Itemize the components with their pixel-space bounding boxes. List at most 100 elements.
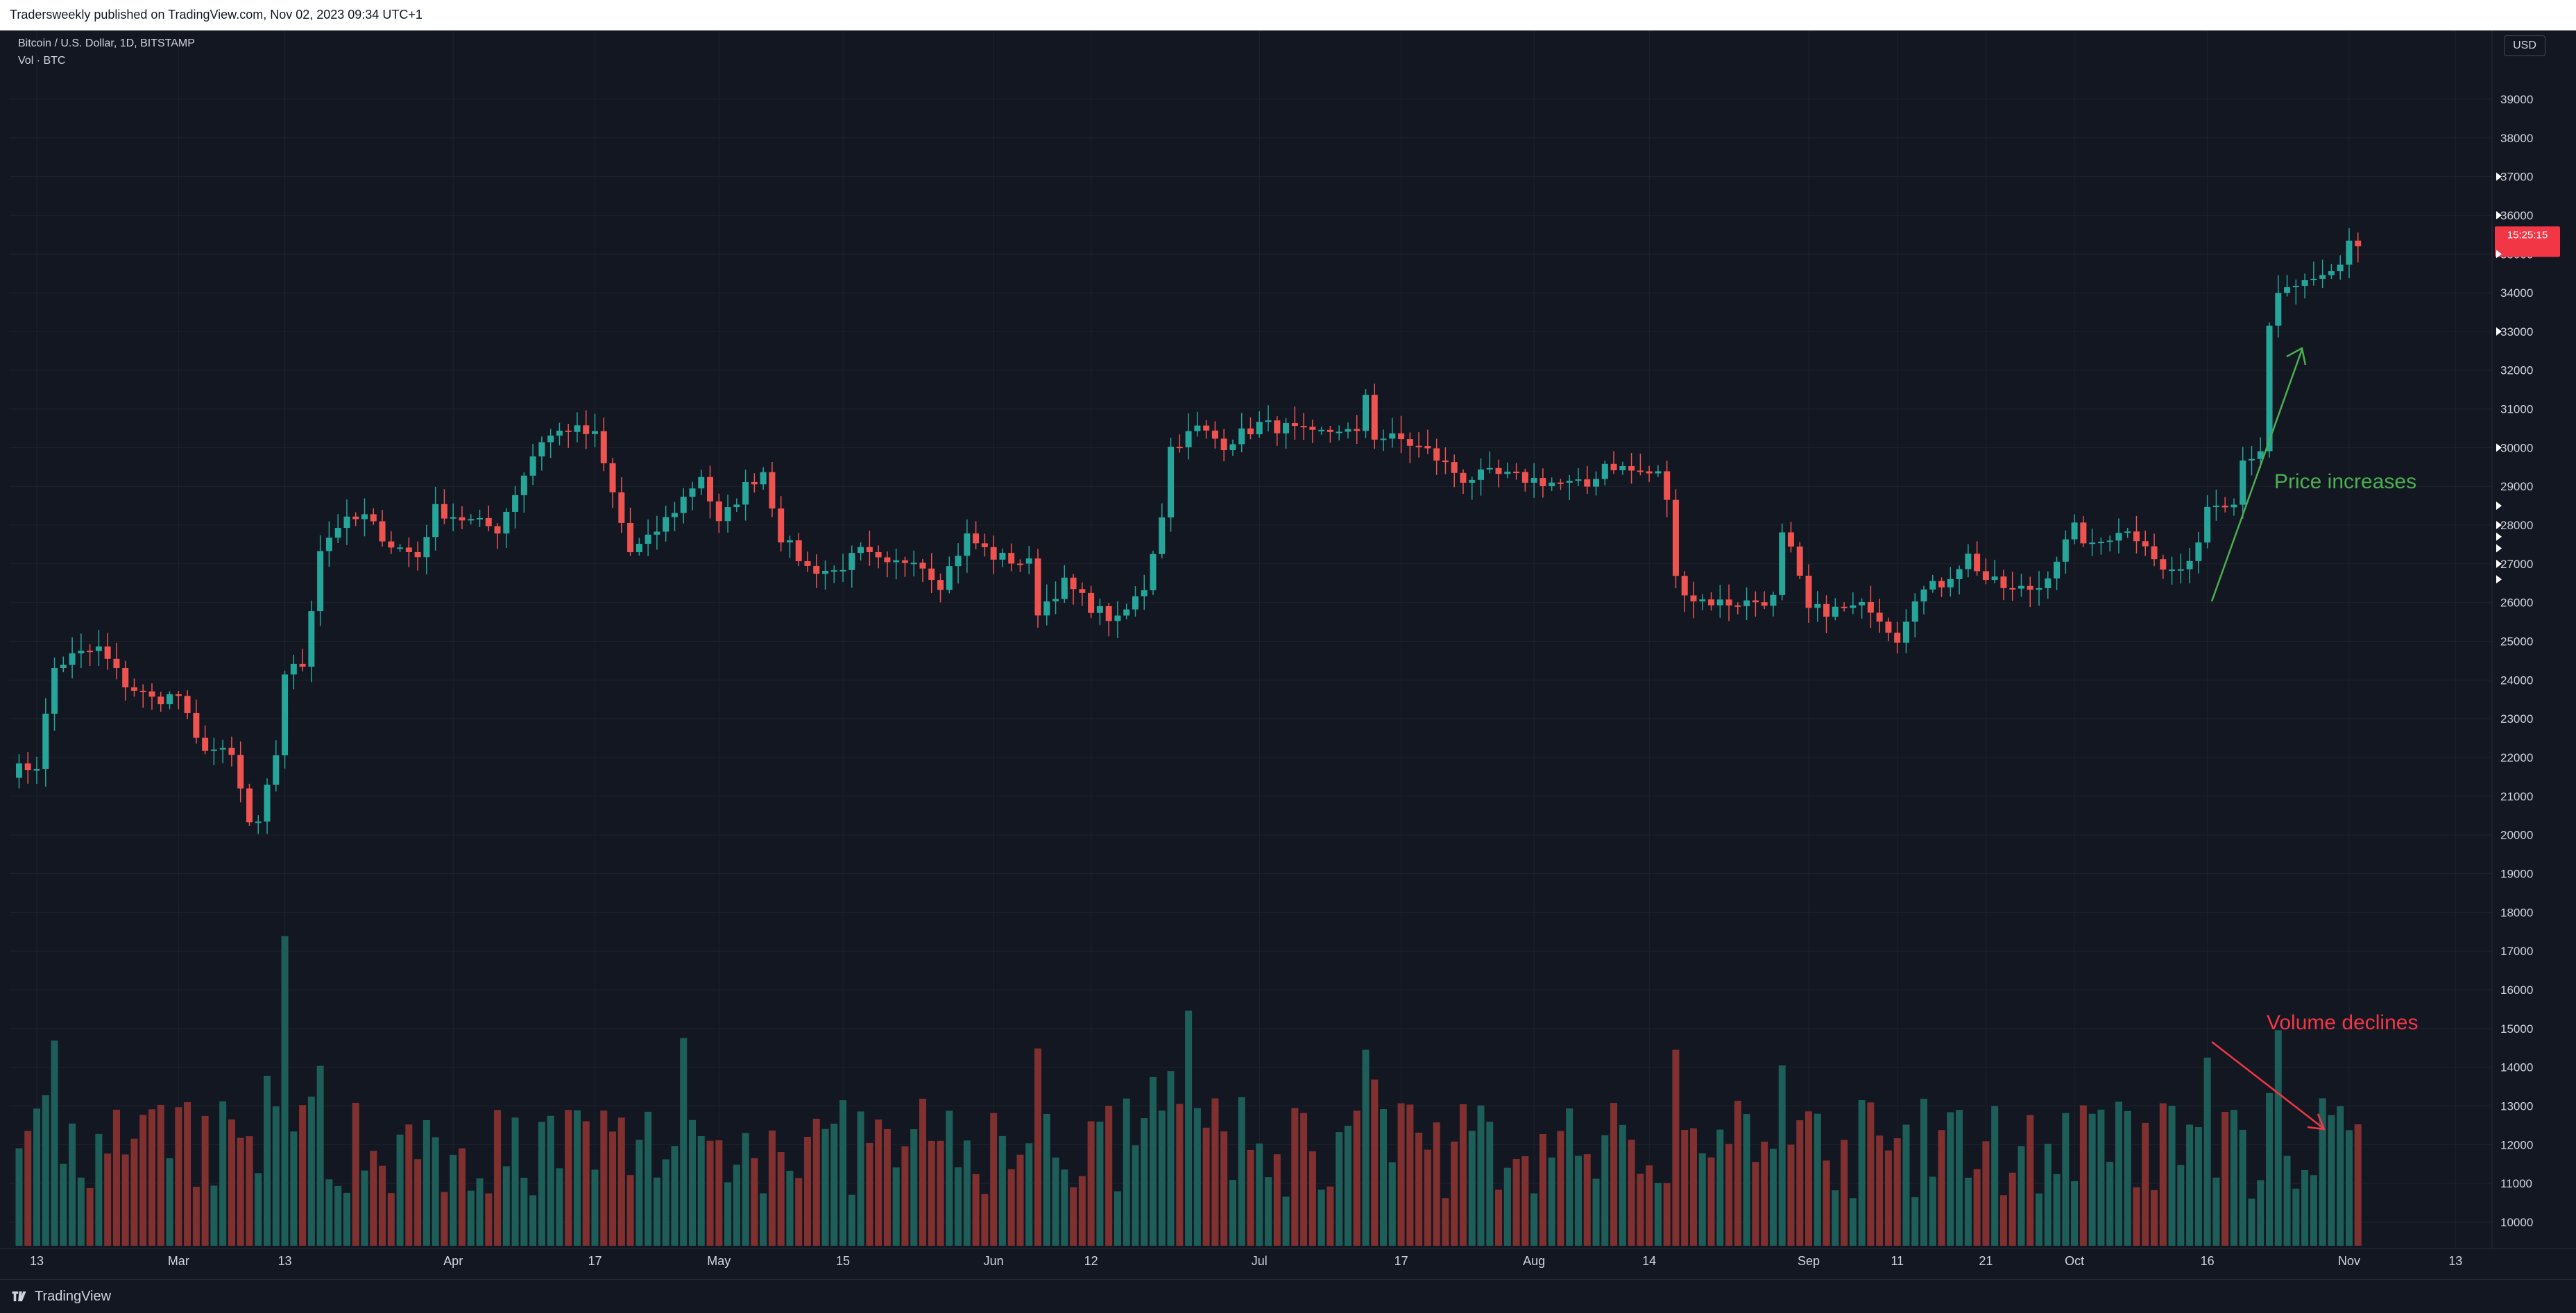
volume-bar [1530,1193,1538,1246]
volume-bar [511,1117,519,1246]
alert-marker-icon[interactable] [2496,575,2502,584]
volume-bar [1858,1100,1866,1246]
candle-body [2310,278,2317,280]
candle-body [981,543,988,547]
volume-bar [1141,1118,1148,1246]
candle-body [680,497,687,513]
volume-bar [1512,1159,1520,1246]
volume-bar [272,1106,280,1246]
price-tick-label: 28000 [2500,519,2533,532]
candle-body [538,442,545,457]
volume-bar [343,1192,350,1246]
candle-body [51,667,58,714]
candlestick-chart[interactable]: 10000 11000 12000 13000 14000 15000 16000 17000… [0,31,2576,1279]
alert-marker-icon[interactable] [2496,172,2502,181]
volume-bar [1982,1141,1990,1246]
candle-body [1043,601,1050,616]
volume-bar [1956,1110,1963,1246]
candle-body [2124,531,2131,533]
candle-body [423,537,430,558]
candle-body [2195,542,2202,561]
candle-body [95,646,102,651]
volume-bar [972,1174,980,1246]
symbol-legend[interactable]: Bitcoin / U.S. Dollar, 1D, BITSTAMP [18,37,195,49]
alert-marker-icon[interactable] [2496,443,2502,452]
candle-body [1628,465,1635,471]
volume-bar [467,1190,475,1246]
candle-body [742,481,749,505]
volume-bar [307,1097,315,1246]
candle-body [87,651,94,653]
volume-bar [928,1140,935,1246]
alert-marker-icon[interactable] [2496,250,2502,259]
alert-marker-icon[interactable] [2496,521,2502,530]
volume-bar [458,1148,466,1246]
candle-body [910,563,917,565]
currency-button[interactable]: USD [2504,35,2545,56]
volume-bar [2124,1110,2131,1246]
candle-body [157,696,164,705]
volume-bar [1574,1156,1582,1246]
candle-body [414,551,421,558]
volume-bar [2027,1115,2034,1246]
alert-marker-icon[interactable] [2496,327,2502,336]
volume-bar [2177,1165,2185,1246]
volume-bar [556,1168,563,1246]
volume-bar [361,1170,368,1246]
candle-body [2292,286,2299,288]
candle-body [1105,606,1112,621]
volume-bar [2337,1106,2344,1246]
candle-body [1211,430,1218,439]
volume-bar [946,1110,953,1246]
volume-bar [24,1131,32,1246]
alert-marker-icon[interactable] [2496,559,2502,568]
volume-bar [538,1122,545,1246]
alert-marker-icon[interactable] [2496,501,2502,510]
candle-body [1096,606,1103,613]
candle-body [565,430,572,432]
alert-marker-icon[interactable] [2496,544,2502,553]
tradingview-logo-icon[interactable] [10,1289,31,1303]
alert-marker-icon[interactable] [2496,211,2502,220]
candle-body [2071,522,2078,540]
candle-body [813,565,820,574]
volume-bar [2203,1057,2211,1246]
candle-body [2009,587,2016,590]
candle-body [689,488,696,497]
price-tick-label: 15000 [2500,1022,2533,1036]
candle-body [2257,451,2264,459]
candle-body [1672,499,1679,576]
volume-bar [2133,1187,2140,1246]
price-annotation: Price increases [2274,470,2417,493]
candle-body [1920,589,1927,602]
volume-bar [2008,1172,2016,1246]
volume-bar [2062,1113,2070,1246]
volume-bar [175,1107,182,1246]
volume-bar [1841,1140,1848,1246]
volume-bar [379,1165,386,1246]
candle-body [2249,458,2255,461]
candle-body [1265,420,1272,422]
volume-bar [1884,1150,1892,1246]
volume-bar [573,1110,581,1246]
volume-bar [1947,1112,1954,1246]
volume-bar [148,1109,156,1246]
volume-bar [1973,1169,1981,1246]
candle-body [884,557,891,563]
volume-bar [2071,1181,2079,1246]
volume-bar [688,1119,696,1246]
candle-body [2062,539,2069,562]
candle-body [1841,606,1848,608]
candle-body [663,517,669,532]
volume-bar [2248,1199,2255,1246]
volume-legend[interactable]: Vol · BTC [18,55,66,67]
candle-body [1619,465,1626,470]
alert-marker-icon[interactable] [2496,532,2502,541]
volume-bar [1336,1132,1343,1246]
volume-bar [1397,1103,1405,1246]
volume-bar [387,1193,395,1246]
volume-bar [42,1095,49,1246]
volume-bar [219,1101,227,1246]
time-tick-label: Sep [1798,1254,1820,1268]
candle-body [113,658,120,669]
